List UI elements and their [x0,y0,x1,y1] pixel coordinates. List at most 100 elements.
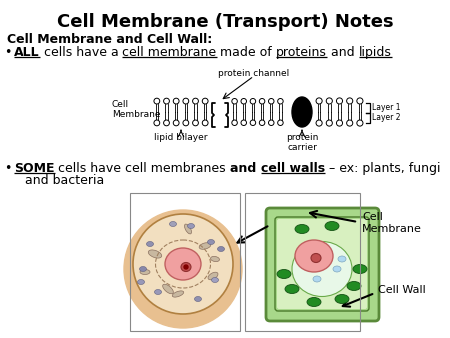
Circle shape [183,98,189,104]
Ellipse shape [338,256,346,262]
Circle shape [269,120,274,125]
Circle shape [250,98,256,104]
Bar [245,193,360,331]
Text: made of: made of [216,46,276,59]
Text: lipid bilayer: lipid bilayer [154,133,208,142]
Text: and bacteria: and bacteria [25,174,104,187]
Text: •: • [4,162,11,175]
Circle shape [259,120,265,125]
Circle shape [346,98,353,104]
Ellipse shape [211,257,220,262]
Ellipse shape [172,291,184,297]
Text: •: • [4,46,11,59]
Ellipse shape [181,263,191,271]
Text: Cell Membrane and Cell Wall:: Cell Membrane and Cell Wall: [7,33,212,46]
Ellipse shape [325,221,339,231]
Circle shape [164,120,169,126]
Circle shape [173,98,179,104]
Text: Layer 1: Layer 1 [372,103,400,113]
Ellipse shape [147,241,153,246]
FancyBboxPatch shape [277,219,367,309]
Circle shape [202,98,208,104]
Circle shape [202,120,208,126]
Ellipse shape [292,97,312,127]
Circle shape [193,98,198,104]
Circle shape [241,120,247,125]
Ellipse shape [347,282,361,290]
Ellipse shape [335,294,349,304]
Text: Cell Wall: Cell Wall [378,285,426,295]
FancyBboxPatch shape [266,208,379,321]
Ellipse shape [307,297,321,307]
Circle shape [154,98,160,104]
Ellipse shape [295,224,309,234]
Ellipse shape [140,266,147,271]
Circle shape [337,98,342,104]
Ellipse shape [170,221,176,226]
Circle shape [184,265,188,269]
Circle shape [357,120,363,126]
Ellipse shape [313,276,321,282]
Circle shape [232,98,237,104]
Circle shape [278,120,283,125]
Ellipse shape [295,240,333,272]
Circle shape [269,98,274,104]
Text: Cell
Membrane: Cell Membrane [112,100,161,119]
Circle shape [232,120,237,125]
Ellipse shape [184,224,192,234]
Ellipse shape [140,269,150,274]
Text: protein channel: protein channel [218,69,290,78]
Ellipse shape [162,284,173,294]
Circle shape [326,120,333,126]
Ellipse shape [148,250,162,258]
Text: protein
carrier: protein carrier [286,133,318,152]
Ellipse shape [292,241,352,296]
Circle shape [193,120,198,126]
Circle shape [164,98,169,104]
Circle shape [241,98,247,104]
Circle shape [346,120,353,126]
Ellipse shape [333,266,341,272]
Ellipse shape [207,240,215,244]
Circle shape [357,98,363,104]
Text: Cell
Membrane: Cell Membrane [362,212,422,234]
Ellipse shape [165,248,201,280]
Ellipse shape [124,210,242,328]
Circle shape [278,98,283,104]
Text: cell membrane: cell membrane [122,46,216,59]
Text: and: and [327,46,359,59]
Circle shape [316,98,322,104]
Circle shape [250,120,256,125]
Text: proteins: proteins [276,46,327,59]
Text: Layer 2: Layer 2 [372,114,400,122]
Circle shape [337,120,342,126]
Ellipse shape [208,272,218,280]
Text: Cell Membrane (Transport) Notes: Cell Membrane (Transport) Notes [57,13,393,31]
Text: cell walls: cell walls [261,162,325,175]
Circle shape [326,98,333,104]
Text: lipids: lipids [359,46,392,59]
Ellipse shape [138,280,144,285]
Ellipse shape [353,265,367,273]
Ellipse shape [217,246,225,251]
Ellipse shape [133,214,233,314]
Ellipse shape [194,296,202,301]
Ellipse shape [188,223,194,228]
Text: cells have cell membranes: cells have cell membranes [54,162,230,175]
Text: ALL: ALL [14,46,40,59]
Ellipse shape [154,290,162,294]
Bar [130,193,240,331]
Ellipse shape [199,243,211,249]
Circle shape [259,98,265,104]
Ellipse shape [311,254,321,263]
Circle shape [183,120,189,126]
Text: – ex: plants, fungi: – ex: plants, fungi [325,162,441,175]
Circle shape [154,120,160,126]
Text: cells have a: cells have a [40,46,122,59]
Ellipse shape [212,277,219,283]
Circle shape [173,120,179,126]
Text: and: and [230,162,261,175]
Ellipse shape [277,269,291,279]
Circle shape [316,120,322,126]
Text: SOME: SOME [14,162,54,175]
